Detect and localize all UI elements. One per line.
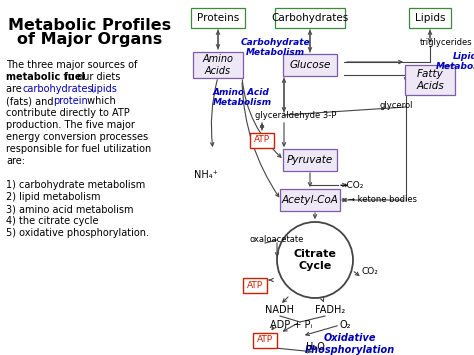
Text: ATP: ATP [247, 280, 263, 289]
Text: H₂O: H₂O [306, 342, 324, 352]
Text: production. The five major: production. The five major [6, 120, 135, 130]
Text: 5) oxidative phosphorylation.: 5) oxidative phosphorylation. [6, 228, 149, 238]
Text: Proteins: Proteins [197, 13, 239, 23]
Text: Fatty
Acids: Fatty Acids [416, 69, 444, 91]
Text: carbohydrates,: carbohydrates, [23, 84, 97, 94]
Text: Metabolic Profiles: Metabolic Profiles [9, 18, 172, 33]
Text: Glucose: Glucose [289, 60, 331, 70]
Text: glyceraldehyde 3-P: glyceraldehyde 3-P [255, 110, 337, 120]
Text: Oxidative
Phosphorylation: Oxidative Phosphorylation [305, 333, 395, 355]
Text: ATP: ATP [257, 335, 273, 344]
Text: The three major sources of: The three major sources of [6, 60, 137, 70]
Text: Acetyl-CoA: Acetyl-CoA [282, 195, 338, 205]
Text: Amino
Acids: Amino Acids [202, 54, 234, 76]
FancyBboxPatch shape [409, 8, 451, 28]
Text: ATP: ATP [254, 136, 270, 144]
Text: in our diets: in our diets [62, 72, 120, 82]
Text: Lipid
Metabolism: Lipid Metabolism [436, 52, 474, 71]
FancyBboxPatch shape [405, 65, 455, 95]
Text: (fats) and: (fats) and [6, 96, 56, 106]
Text: of Major Organs: of Major Organs [18, 32, 163, 47]
Text: Carbohydrate
Metabolism: Carbohydrate Metabolism [240, 38, 310, 58]
FancyBboxPatch shape [193, 52, 243, 78]
FancyBboxPatch shape [283, 54, 337, 76]
Text: ADP + Pᵢ: ADP + Pᵢ [270, 320, 312, 330]
FancyBboxPatch shape [250, 132, 274, 147]
Text: Amino Acid
Metabolism: Amino Acid Metabolism [213, 88, 272, 108]
FancyBboxPatch shape [280, 189, 340, 211]
Text: → ketone bodies: → ketone bodies [348, 196, 417, 204]
Text: →CO₂: →CO₂ [340, 180, 365, 190]
Text: responsible for fuel utilization: responsible for fuel utilization [6, 144, 151, 154]
Text: glycerol: glycerol [380, 100, 413, 109]
Text: energy conversion processes: energy conversion processes [6, 132, 148, 142]
Text: FADH₂: FADH₂ [315, 305, 345, 315]
Text: are:: are: [6, 156, 25, 166]
Text: protein: protein [53, 96, 88, 106]
Text: 3) amino acid metabolism: 3) amino acid metabolism [6, 204, 134, 214]
FancyBboxPatch shape [275, 8, 345, 28]
Text: metabolic fuel: metabolic fuel [6, 72, 85, 82]
Text: are: are [6, 84, 25, 94]
FancyBboxPatch shape [253, 333, 277, 348]
Text: lipids: lipids [88, 84, 117, 94]
Text: Citrate
Cycle: Citrate Cycle [293, 249, 337, 271]
FancyBboxPatch shape [243, 278, 267, 293]
Text: oxaloacetate: oxaloacetate [250, 235, 304, 245]
Text: CO₂: CO₂ [362, 268, 379, 277]
Text: contribute directly to ATP: contribute directly to ATP [6, 108, 130, 118]
Text: O₂: O₂ [340, 320, 352, 330]
Text: Lipids: Lipids [415, 13, 445, 23]
Text: triglycerides: triglycerides [420, 38, 473, 47]
Text: which: which [84, 96, 116, 106]
Text: NADH: NADH [265, 305, 294, 315]
Text: Pyruvate: Pyruvate [287, 155, 333, 165]
Text: Carbohydrates: Carbohydrates [272, 13, 348, 23]
FancyBboxPatch shape [191, 8, 245, 28]
Text: 1) carbohydrate metabolism: 1) carbohydrate metabolism [6, 180, 145, 190]
FancyBboxPatch shape [283, 149, 337, 171]
Text: 4) the citrate cycle: 4) the citrate cycle [6, 216, 99, 226]
Text: 2) lipid metabolism: 2) lipid metabolism [6, 192, 100, 202]
Text: NH₄⁺: NH₄⁺ [194, 170, 218, 180]
